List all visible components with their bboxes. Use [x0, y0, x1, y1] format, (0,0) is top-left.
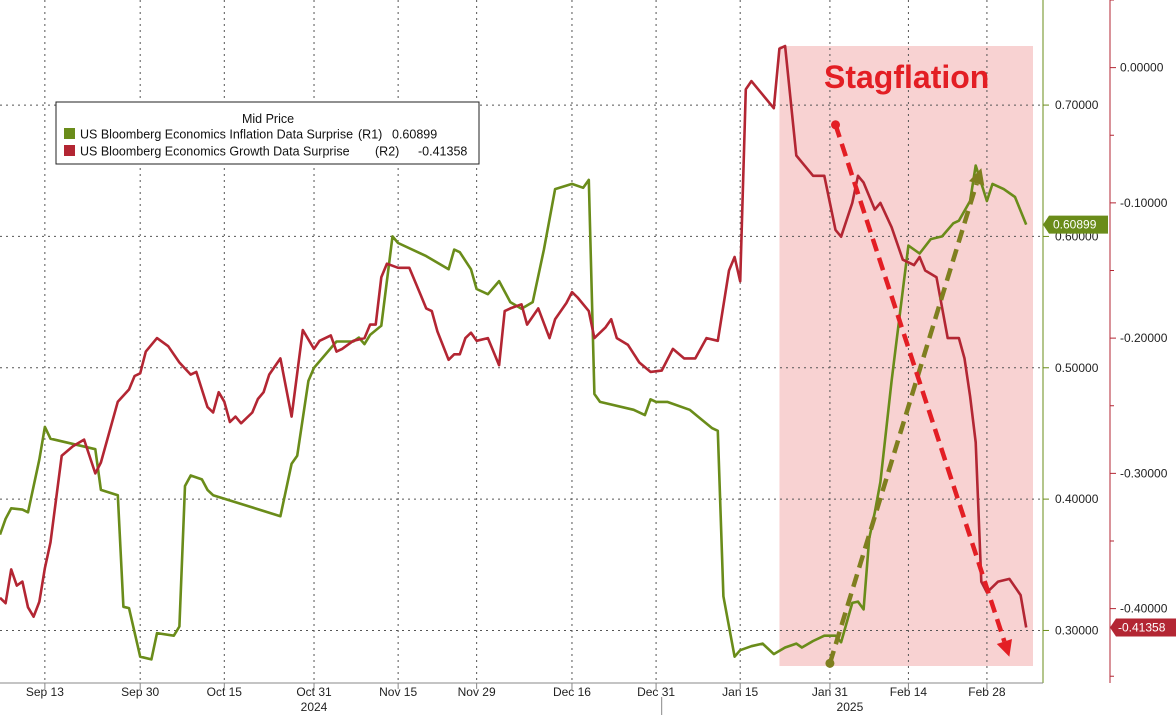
legend-swatch-growth — [64, 145, 75, 156]
axis-x-tick-label: Dec 31 — [637, 685, 675, 699]
axis-r1-tick-label: 0.30000 — [1055, 623, 1099, 637]
legend-swatch-inflation — [64, 128, 75, 139]
trend-arrow-growth-down-head — [996, 639, 1012, 657]
year-label-2024: 2024 — [301, 700, 328, 714]
stagflation-annotation: Stagflation — [824, 59, 989, 95]
stagflation-shaded-region — [779, 46, 1033, 666]
axis-x-tick-label: Nov 29 — [458, 685, 496, 699]
axis-r1-tick-label: 0.70000 — [1055, 98, 1099, 112]
axis-x-tick-label: Sep 30 — [121, 685, 159, 699]
axis-x-tick-label: Nov 15 — [379, 685, 417, 699]
axis-r2-tick-label: -0.40000 — [1120, 602, 1168, 616]
series-lines — [0, 44, 1028, 661]
axis-x-tick-label: Oct 31 — [296, 685, 332, 699]
shaded-period — [779, 46, 1033, 666]
series-line-inflation — [0, 164, 1028, 661]
legend: Mid Price US Bloomberg Economics Inflati… — [55, 101, 480, 165]
trend-arrow-inflation-up-shaft — [827, 182, 979, 664]
legend-label-inflation: US Bloomberg Economics Inflation Data Su… — [80, 128, 353, 142]
trend-arrow-growth-down-start-dot — [831, 120, 841, 130]
axis-x-tick-label: Sep 13 — [26, 685, 64, 699]
axis-x-tick-label: Dec 16 — [553, 685, 591, 699]
axis-x-tick-label: Feb 14 — [890, 685, 928, 699]
axis-r1-tick-label: 0.40000 — [1055, 492, 1099, 506]
axis-r2-tick-label: -0.30000 — [1120, 466, 1168, 480]
axis-r2-tick-label: -0.10000 — [1120, 196, 1168, 210]
legend-axis-growth: (R2) — [375, 145, 399, 159]
last-value-tag-growth-text: -0.41358 — [1118, 621, 1166, 635]
legend-axis-inflation: (R1) — [358, 128, 382, 142]
axis-x-tick-label: Jan 15 — [722, 685, 758, 699]
axis-x-tick-label: Jan 31 — [812, 685, 848, 699]
trend-arrow-growth-down-shaft — [833, 124, 1007, 643]
last-value-tags: 0.60899 -0.41358 — [1043, 215, 1176, 637]
last-value-tag-inflation-bg — [1043, 215, 1108, 234]
trend-arrows — [825, 120, 1012, 668]
legend-box — [55, 101, 480, 165]
trend-arrow-inflation-up-head — [968, 168, 985, 186]
trend-arrow-inflation-up-start-dot — [825, 658, 835, 668]
legend-label-growth: US Bloomberg Economics Growth Data Surpr… — [80, 145, 350, 159]
legend-value-growth: -0.41358 — [418, 145, 467, 159]
legend-header: Mid Price — [242, 112, 294, 126]
legend-value-inflation: 0.60899 — [392, 128, 437, 142]
last-value-tag-growth-bg — [1110, 618, 1176, 637]
axis-x-tick-label: Feb 28 — [968, 685, 1006, 699]
axis-r2-tick-label: 0.00000 — [1120, 61, 1164, 75]
axis-x-tick-label: Oct 15 — [207, 685, 243, 699]
year-label-2025: 2025 — [837, 700, 864, 714]
series-line-growth — [0, 44, 1028, 628]
last-value-tag-inflation-text: 0.60899 — [1053, 218, 1097, 232]
axis-r1-tick-label: 0.50000 — [1055, 361, 1099, 375]
axis-r2-tick-label: -0.20000 — [1120, 331, 1168, 345]
